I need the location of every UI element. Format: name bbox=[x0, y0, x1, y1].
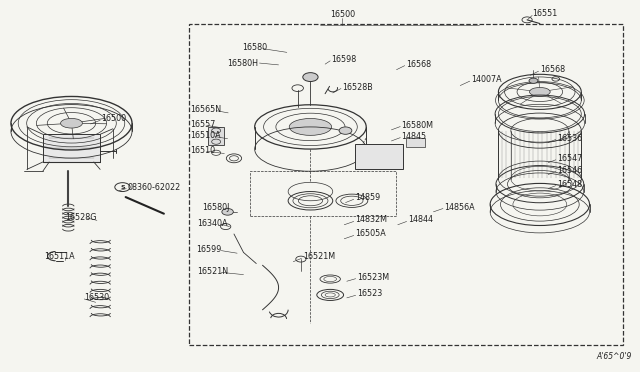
Text: 14832M: 14832M bbox=[355, 215, 387, 224]
Text: 16500: 16500 bbox=[101, 114, 127, 123]
Text: 16505A: 16505A bbox=[355, 230, 386, 238]
Text: 16528G: 16528G bbox=[65, 213, 97, 222]
Circle shape bbox=[303, 73, 318, 81]
Text: 16580J: 16580J bbox=[202, 202, 230, 212]
Text: 16528B: 16528B bbox=[342, 83, 373, 92]
Text: 16547: 16547 bbox=[557, 154, 582, 163]
Text: 16568: 16568 bbox=[406, 60, 431, 69]
Text: 16580: 16580 bbox=[243, 43, 268, 52]
Text: 16598: 16598 bbox=[332, 55, 356, 64]
Bar bbox=[43, 134, 100, 162]
Text: 16521N: 16521N bbox=[197, 267, 228, 276]
Text: 16580H: 16580H bbox=[228, 58, 259, 68]
Text: 16568: 16568 bbox=[540, 65, 565, 74]
Text: 16340A: 16340A bbox=[197, 219, 227, 228]
Ellipse shape bbox=[529, 87, 550, 96]
Bar bbox=[250, 171, 396, 215]
Bar bbox=[189, 23, 623, 345]
Circle shape bbox=[529, 78, 538, 83]
Text: 14844: 14844 bbox=[408, 215, 433, 224]
Text: 16599: 16599 bbox=[196, 246, 221, 254]
Text: 14007A: 14007A bbox=[471, 75, 502, 84]
Text: 16565N: 16565N bbox=[191, 105, 222, 115]
Text: 14859: 14859 bbox=[355, 193, 380, 202]
Text: A'65^0'9: A'65^0'9 bbox=[597, 352, 632, 361]
Circle shape bbox=[339, 127, 352, 134]
Text: 16510A: 16510A bbox=[191, 131, 221, 140]
Text: S: S bbox=[120, 185, 125, 190]
Bar bbox=[406, 138, 425, 147]
Text: 16546: 16546 bbox=[557, 166, 582, 174]
Text: 16557: 16557 bbox=[191, 120, 216, 129]
Text: 16521M: 16521M bbox=[303, 252, 335, 262]
Text: 16548: 16548 bbox=[557, 180, 582, 189]
Text: 16500: 16500 bbox=[330, 10, 355, 19]
Text: 16523: 16523 bbox=[357, 289, 382, 298]
Text: 16523M: 16523M bbox=[357, 273, 389, 282]
Text: 08360-62022: 08360-62022 bbox=[127, 183, 181, 192]
Bar bbox=[209, 127, 225, 145]
Ellipse shape bbox=[289, 119, 332, 135]
Text: 16530: 16530 bbox=[84, 293, 109, 302]
Bar bbox=[355, 144, 403, 169]
Text: 14845: 14845 bbox=[401, 132, 427, 141]
Text: 16580M: 16580M bbox=[401, 121, 433, 129]
Text: 16511A: 16511A bbox=[44, 251, 75, 261]
Ellipse shape bbox=[61, 118, 83, 128]
Text: 16551: 16551 bbox=[532, 9, 557, 18]
Text: 16536: 16536 bbox=[557, 134, 582, 142]
Text: 14856A: 14856A bbox=[444, 202, 475, 212]
Circle shape bbox=[222, 209, 234, 215]
Text: 16510: 16510 bbox=[191, 146, 216, 155]
